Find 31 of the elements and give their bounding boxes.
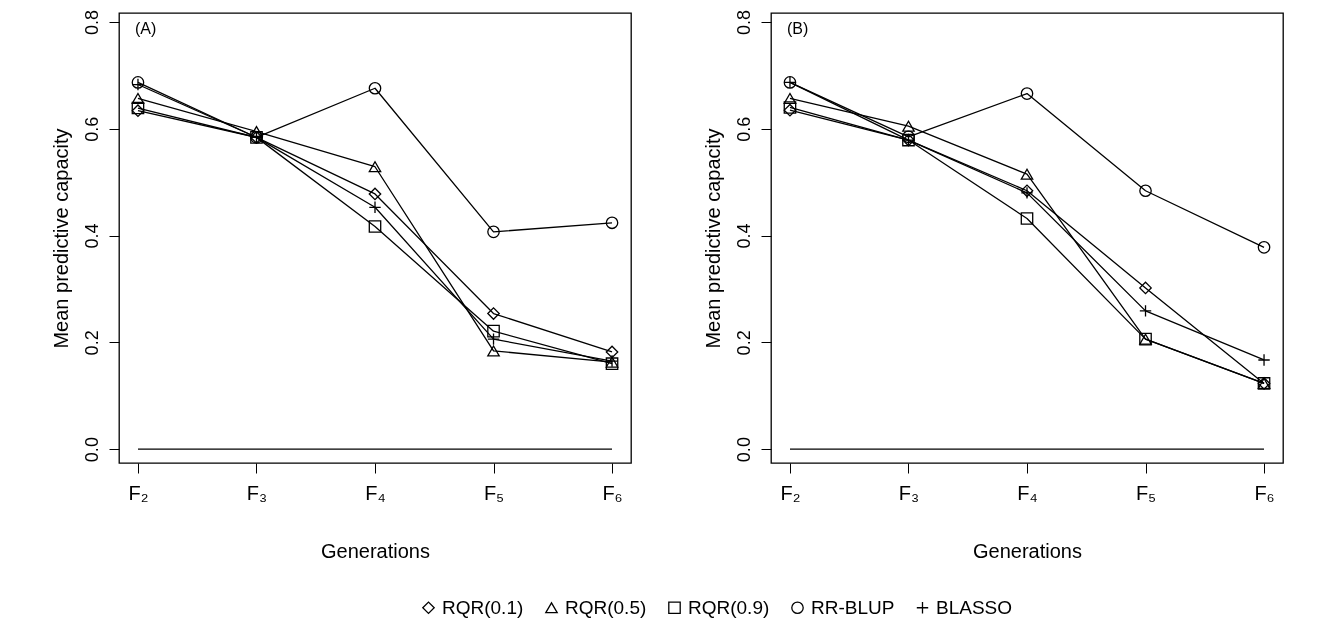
y-tick-label: 0.4: [733, 223, 754, 249]
x-axis-title: Generations: [973, 539, 1082, 562]
x-tick-label: F₅: [1135, 481, 1157, 504]
x-tick-label: F₃: [246, 481, 268, 504]
y-tick-label: 0.0: [81, 437, 102, 463]
x-tick-label: F₂: [780, 481, 801, 504]
y-tick-label: 0.8: [81, 10, 102, 36]
x-tick-label: F₃: [898, 481, 920, 504]
x-tick-label: F₄: [365, 481, 386, 504]
x-tick-label: F₄: [1017, 481, 1038, 504]
legend-label: RQR(0.5): [565, 596, 647, 618]
y-tick-label: 0.2: [81, 330, 102, 356]
x-tick-label: F₆: [1254, 481, 1275, 504]
legend-label: BLASSO: [936, 596, 1013, 618]
y-tick-label: 0.0: [733, 437, 754, 463]
y-tick-label: 0.8: [733, 10, 754, 36]
y-tick-label: 0.2: [733, 330, 754, 356]
y-tick-label: 0.4: [81, 223, 102, 249]
legend-label: RR-BLUP: [811, 596, 895, 618]
chart-title: (B): [787, 20, 809, 37]
x-tick-label: F₆: [602, 481, 623, 504]
y-axis-title: Mean predictive capacity: [49, 128, 72, 349]
y-tick-label: 0.6: [81, 116, 102, 142]
y-axis-title: Mean predictive capacity: [701, 128, 724, 349]
chart-title: (A): [135, 20, 157, 37]
y-tick-label: 0.6: [733, 116, 754, 142]
x-axis-title: Generations: [321, 539, 430, 562]
legend-label: RQR(0.9): [688, 596, 770, 618]
x-tick-label: F₂: [128, 481, 149, 504]
x-tick-label: F₅: [483, 481, 505, 504]
legend-label: RQR(0.1): [442, 596, 524, 618]
